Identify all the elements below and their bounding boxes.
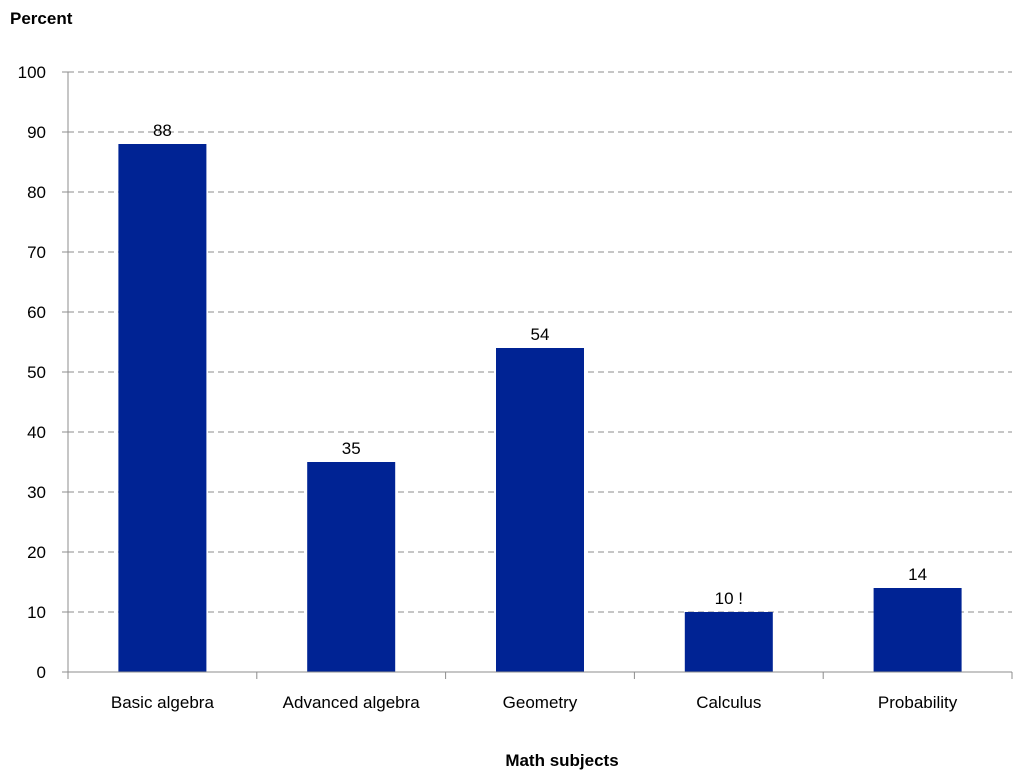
x-tick-label: Geometry <box>503 693 578 712</box>
y-tick-label: 0 <box>37 663 46 682</box>
data-label: 14 <box>908 565 927 584</box>
bar-basic-algebra <box>118 144 207 672</box>
y-tick-label: 100 <box>18 63 46 82</box>
bar-probability <box>873 588 962 672</box>
y-tick-label: 90 <box>27 123 46 142</box>
x-tick-label: Advanced algebra <box>283 693 421 712</box>
y-tick-label: 10 <box>27 603 46 622</box>
data-label: 10 ! <box>715 589 743 608</box>
data-label: 35 <box>342 439 361 458</box>
data-label: 88 <box>153 121 172 140</box>
x-axis-title: Math subjects <box>505 751 618 770</box>
y-tick-label: 80 <box>27 183 46 202</box>
y-tick-labels: 0 10 20 30 40 50 60 70 80 90 100 <box>18 63 46 682</box>
y-axis-title: Percent <box>10 9 73 28</box>
bar-advanced-algebra <box>307 462 396 672</box>
bar-geometry <box>496 348 584 672</box>
x-tick-label: Calculus <box>696 693 761 712</box>
bar-calculus <box>684 612 773 672</box>
x-tick-labels: Basic algebra Advanced algebra Geometry Cal… <box>111 693 958 712</box>
y-tick-label: 50 <box>27 363 46 382</box>
y-tick-label: 70 <box>27 243 46 262</box>
x-tick-label: Probability <box>878 693 958 712</box>
y-tick-label: 40 <box>27 423 46 442</box>
data-label: 54 <box>531 325 550 344</box>
axes <box>67 72 1013 679</box>
y-tick-label: 30 <box>27 483 46 502</box>
bars <box>118 144 962 672</box>
y-tick-label: 60 <box>27 303 46 322</box>
data-labels: 88 35 54 10 ! 14 <box>153 121 927 608</box>
x-tick-label: Basic algebra <box>111 693 215 712</box>
y-tick-label: 20 <box>27 543 46 562</box>
